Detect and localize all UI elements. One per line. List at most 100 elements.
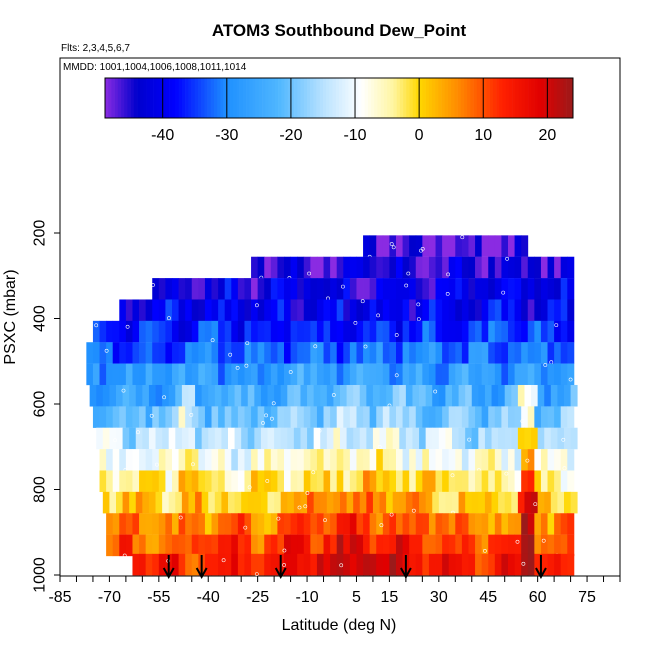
heatmap-cell bbox=[540, 342, 548, 364]
heatmap-cell bbox=[211, 513, 219, 535]
colorbar-segment bbox=[393, 78, 397, 118]
heatmap-cell bbox=[139, 363, 147, 386]
sample-point bbox=[533, 502, 538, 507]
heatmap-cell bbox=[303, 320, 311, 343]
heatmap-cell bbox=[402, 513, 410, 535]
heatmap-cell bbox=[178, 299, 186, 322]
heatmap-cell bbox=[564, 427, 571, 450]
colorbar-segment bbox=[242, 78, 247, 118]
heatmap-cell bbox=[527, 256, 535, 279]
heatmap-cell bbox=[488, 278, 496, 300]
colorbar-segment bbox=[521, 78, 526, 118]
heatmap-cell bbox=[554, 256, 562, 279]
heatmap-cell bbox=[547, 342, 555, 364]
heatmap-cell bbox=[139, 449, 147, 471]
colorbar-segment bbox=[319, 78, 324, 118]
heatmap-cell bbox=[521, 406, 529, 428]
colorbar-segment bbox=[496, 78, 500, 118]
heatmap-cell bbox=[336, 553, 344, 576]
y-tick-label: 200 bbox=[32, 220, 49, 247]
colorbar-segment bbox=[124, 78, 128, 118]
heatmap-cell bbox=[468, 406, 476, 428]
heatmap-cell bbox=[237, 513, 245, 535]
heatmap-cell bbox=[402, 406, 410, 428]
heatmap-cell bbox=[323, 342, 331, 364]
heatmap-cell bbox=[353, 427, 361, 450]
heatmap-cell bbox=[366, 427, 374, 450]
heatmap-cell bbox=[481, 406, 489, 428]
sample-point bbox=[562, 466, 567, 471]
heatmap-cell bbox=[461, 342, 469, 364]
dates-note: MMDD: 1001,1004,1006,1008,1011,1014 bbox=[63, 62, 247, 73]
heatmap-cell bbox=[277, 513, 285, 535]
heatmap-cell bbox=[172, 299, 179, 322]
heatmap-cell bbox=[316, 406, 324, 428]
heatmap-cell bbox=[517, 384, 525, 407]
heatmap-cell bbox=[386, 427, 394, 450]
colorbar-segment bbox=[287, 78, 292, 118]
heatmap-cell bbox=[567, 449, 575, 471]
heatmap-cell bbox=[270, 406, 278, 428]
heatmap-cell bbox=[349, 256, 357, 279]
heatmap-cell bbox=[112, 363, 120, 386]
heatmap-cell bbox=[369, 278, 377, 300]
heatmap-cell bbox=[554, 299, 562, 322]
heatmap-cell bbox=[521, 534, 529, 557]
heatmap-cell bbox=[303, 470, 311, 493]
y-tick-label: 1000 bbox=[32, 557, 49, 593]
heatmap-cell bbox=[237, 470, 245, 493]
heatmap-cell bbox=[356, 299, 364, 322]
heatmap-cell bbox=[494, 449, 502, 471]
heatmap-cell bbox=[99, 320, 107, 343]
heatmap-cell bbox=[119, 534, 127, 557]
sample-point bbox=[113, 438, 118, 443]
heatmap-cell bbox=[491, 384, 499, 407]
heatmap-cell bbox=[96, 384, 104, 407]
heatmap-cell bbox=[402, 449, 410, 471]
heatmap-cell bbox=[165, 320, 173, 343]
sample-point bbox=[360, 299, 365, 304]
colorbar-segment bbox=[419, 78, 423, 118]
colorbar-segment bbox=[387, 78, 391, 118]
heatmap-cell bbox=[396, 534, 403, 557]
heatmap-cell bbox=[330, 320, 338, 343]
heatmap-cell bbox=[280, 427, 288, 450]
heatmap-cell bbox=[284, 320, 291, 343]
y-axis-title: PSXC (mbar) bbox=[2, 269, 19, 364]
heatmap-cell bbox=[185, 534, 193, 557]
heatmap-cell bbox=[178, 553, 186, 576]
heatmap-cell bbox=[481, 553, 489, 576]
heatmap-cell bbox=[369, 553, 377, 576]
sample-point bbox=[247, 485, 252, 490]
heatmap-cell bbox=[303, 278, 311, 300]
colorbar-segment bbox=[233, 78, 237, 118]
heatmap-cell bbox=[208, 427, 216, 450]
heatmap-cell bbox=[175, 427, 183, 450]
heatmap-cell bbox=[260, 384, 268, 407]
heatmap-cell bbox=[471, 491, 479, 514]
colorbar-segment bbox=[566, 78, 571, 118]
colorbar-segment bbox=[268, 78, 272, 118]
colorbar-tick-label: 0 bbox=[415, 127, 424, 144]
sample-point bbox=[482, 549, 487, 553]
colorbar-segment bbox=[226, 78, 231, 118]
heatmap-cell bbox=[102, 427, 110, 450]
heatmap-cell bbox=[323, 553, 331, 576]
heatmap-cell bbox=[129, 427, 137, 450]
heatmap-cell bbox=[145, 342, 153, 364]
heatmap-cell bbox=[211, 363, 219, 386]
heatmap-cell bbox=[224, 449, 232, 471]
heatmap-cell bbox=[310, 553, 318, 576]
heatmap-cell bbox=[501, 470, 509, 493]
heatmap-cell bbox=[139, 470, 147, 493]
colorbar-segment bbox=[332, 78, 337, 118]
heatmap-cell bbox=[521, 342, 529, 364]
heatmap-cell bbox=[481, 534, 489, 557]
heatmap-cell bbox=[270, 513, 278, 535]
heatmap-cell bbox=[135, 427, 143, 450]
heatmap-cell bbox=[537, 427, 545, 450]
heatmap-cell bbox=[106, 342, 114, 364]
heatmap-cell bbox=[508, 513, 515, 535]
heatmap-cell bbox=[264, 406, 272, 428]
heatmap-cell bbox=[349, 299, 357, 322]
